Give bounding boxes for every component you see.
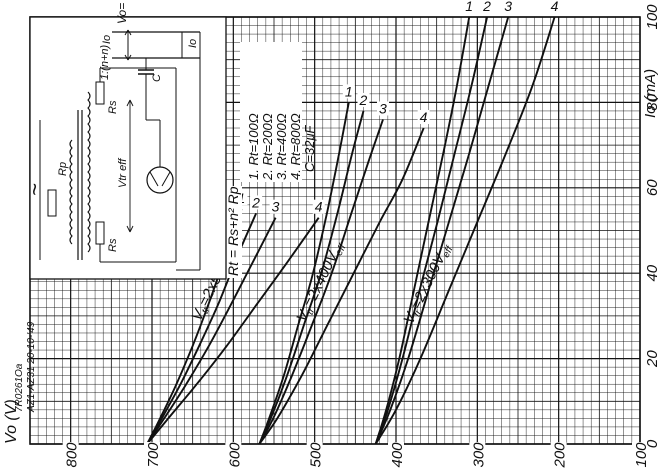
curve-label-bg: [481, 0, 494, 13]
stamp-ref: AZ1-AZ31 20-10-'49: [26, 321, 37, 413]
x-axis-label: Vo (V): [3, 399, 20, 444]
curve-label-g2-s4: 4: [420, 109, 428, 125]
curve-label-bg: [548, 0, 561, 13]
curve-g3-s1: [374, 16, 471, 445]
x-tick-label: 500: [308, 442, 325, 468]
x-tick-bg: [550, 442, 567, 470]
curve-g3-s3: [374, 16, 510, 445]
curve-label-bg: [376, 101, 389, 116]
curve-label-g3-s1: 1: [465, 0, 473, 14]
curve-label-bg: [269, 199, 282, 214]
curve-label-bg: [463, 0, 476, 13]
curve-g3-s4: [374, 16, 556, 445]
y-tick-label: 0: [644, 439, 661, 448]
legend-formula: Rt = Rs+n² Rp: [225, 186, 241, 276]
curve-label-bg: [357, 92, 370, 107]
x-tick-label: 100: [633, 442, 650, 468]
legend-item-2: 2. Rt=200Ω: [260, 113, 275, 181]
y-axis-label: Io (mA): [642, 69, 659, 118]
x-tick-label: 200: [552, 442, 569, 469]
curve-label-g3-s2: 2: [482, 0, 491, 14]
x-tick-bg: [469, 442, 486, 470]
legend-item-3: 3. Rt=400Ω: [274, 113, 289, 180]
x-tick-label: 700: [145, 442, 162, 468]
schematic-rs-bottom: Rs: [107, 238, 119, 252]
schematic-ratio: 1:(n+n): [99, 45, 111, 80]
curve-label-g3-s3: 3: [504, 0, 512, 14]
curve-g2-s4: [258, 127, 425, 445]
legend-capacitor: C=32μF: [302, 124, 317, 172]
curve-label-g1-s4: 4: [315, 199, 323, 215]
x-tick-bg: [306, 442, 323, 470]
stamp-code: 7R0261Oa: [14, 363, 25, 412]
curve-label-bg: [342, 84, 355, 99]
curve-g2-s3: [258, 119, 384, 445]
schematic-vo: Vo=: [115, 3, 129, 24]
curve-label-g2-s3: 3: [379, 100, 387, 116]
x-tick-label: 400: [389, 442, 406, 468]
schematic-rs-top: Rs: [107, 100, 119, 114]
curve-label-bg: [250, 195, 263, 210]
curve-label-bg: [312, 199, 325, 214]
x-tick-label: 600: [226, 442, 243, 468]
curve-g2-s1: [258, 102, 350, 445]
schematic-io-left: Io: [101, 35, 113, 44]
curve-label-bg: [502, 0, 515, 13]
x-tick-bg: [388, 442, 404, 470]
y-tick-label: 40: [644, 264, 661, 281]
curve-g1-s3: [146, 217, 277, 445]
legend-item-4: 4. Rt=800Ω: [288, 113, 303, 180]
curve-g3-s2: [374, 16, 489, 445]
y-tick-label: 80: [644, 93, 661, 110]
y-tick-label: 100: [644, 4, 661, 30]
legend: 1. Rt=100Ω 2. Rt=200Ω 3. Rt=400Ω 4. Rt=8…: [222, 42, 317, 278]
curve-g1-s4: [146, 217, 320, 445]
x-tick-bg: [632, 442, 648, 470]
curve-label-g2-s2: 2: [358, 92, 367, 108]
schematic-io-right: Io: [187, 39, 199, 48]
curve-g2-s2: [258, 110, 365, 445]
curve-label-bg: [417, 110, 430, 125]
curve-label-g1-s2: 2: [251, 194, 260, 210]
schematic-rp: Rp: [57, 162, 69, 176]
schematic-vtr: Vtr eff: [117, 158, 129, 188]
legend-item-1: 1. Rt=100Ω: [246, 113, 261, 180]
schematic-tilde: ~: [22, 183, 47, 196]
x-tick-label: 300: [470, 442, 487, 468]
x-tick-bg: [225, 442, 242, 470]
curve-label-g2-s1: 1: [345, 83, 353, 99]
schematic-inset: Vo= Io Io C ~ Rp Rs Rs 1:(n+n) Vtr eff: [22, 3, 227, 280]
curve-label-g3-s4: 4: [551, 0, 559, 14]
curve-label-g1-s3: 3: [272, 199, 280, 215]
y-tick-label: 20: [644, 350, 661, 368]
x-tick-bg: [62, 442, 79, 470]
x-tick-label: 800: [64, 442, 81, 468]
x-tick-bg: [144, 442, 160, 470]
y-tick-label: 60: [644, 179, 661, 196]
schematic-cap: C: [151, 74, 163, 82]
group-label-300: Vtr=2x300Veff: [400, 240, 456, 328]
